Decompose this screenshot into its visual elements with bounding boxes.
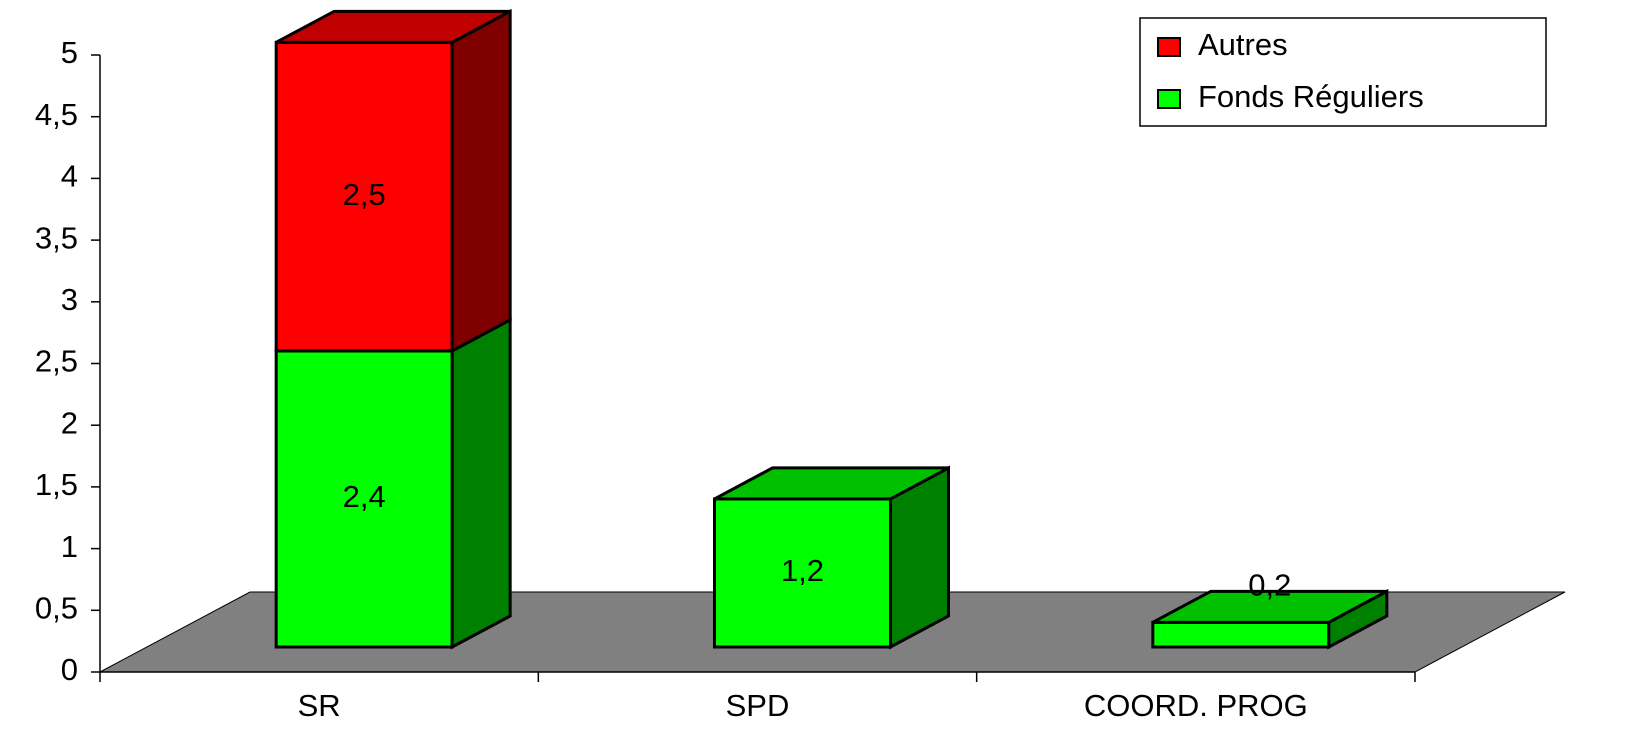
bar-top xyxy=(275,9,511,44)
legend-label: Fonds Réguliers xyxy=(1198,79,1424,114)
value-label: 0,2 xyxy=(1248,568,1291,603)
y-tick-label: 1 xyxy=(61,529,78,564)
legend-box xyxy=(1139,17,1547,127)
legend-label: Autres xyxy=(1198,27,1288,62)
bar-front xyxy=(1151,620,1331,649)
y-tick-label: 4 xyxy=(61,159,78,194)
y-tick-label: 4,5 xyxy=(35,97,78,132)
legend-swatch xyxy=(1157,37,1181,57)
y-tick-label: 5 xyxy=(61,35,78,70)
legend-swatch xyxy=(1157,89,1181,109)
bar-front xyxy=(274,349,454,649)
y-tick-label: 3,5 xyxy=(35,220,78,255)
bar-side xyxy=(450,317,512,650)
value-label: 2,4 xyxy=(343,479,386,514)
value-label: 1,2 xyxy=(781,553,824,588)
bar-front xyxy=(713,497,892,649)
y-tick-label: 0,5 xyxy=(35,590,78,625)
bar xyxy=(274,8,512,354)
bar-top xyxy=(1152,589,1388,624)
y-tick-label: 2 xyxy=(61,405,78,440)
x-tick-label: SPD xyxy=(726,688,790,723)
value-label: 2,5 xyxy=(343,177,386,212)
y-tick-label: 3 xyxy=(61,282,78,317)
bar xyxy=(274,317,512,650)
bar xyxy=(1151,588,1389,650)
x-tick-label: COORD. PROG xyxy=(1084,688,1308,723)
bar-side xyxy=(450,8,512,354)
x-tick-label: SR xyxy=(298,688,341,723)
y-tick-label: 1,5 xyxy=(35,467,78,502)
bar-top xyxy=(713,466,950,501)
bar xyxy=(713,465,950,650)
y-tick-label: 0 xyxy=(61,652,78,687)
y-tick-label: 2,5 xyxy=(35,344,78,379)
